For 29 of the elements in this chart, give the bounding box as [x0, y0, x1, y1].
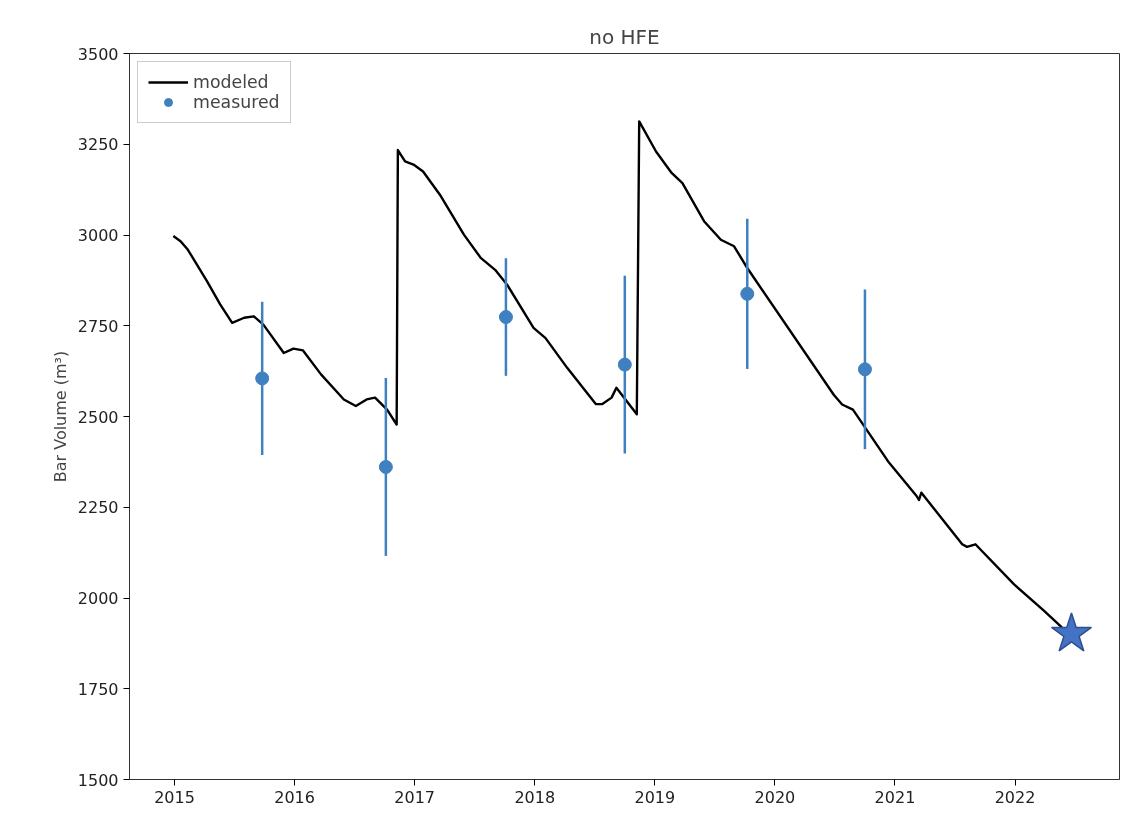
- line-series: [172, 120, 1064, 629]
- point: [740, 286, 755, 301]
- y-tick-label: 3250: [77, 135, 119, 155]
- y-axis-title: Bar Volume (m³): [50, 350, 70, 483]
- point: [857, 362, 872, 377]
- x-tick-label: 2015: [154, 787, 195, 807]
- point: [378, 459, 393, 474]
- y-tick-label: 2250: [77, 498, 119, 518]
- point: [617, 357, 632, 372]
- x-tick-label: 2016: [274, 787, 315, 807]
- x-tick-label: 2017: [394, 787, 436, 807]
- point: [1050, 612, 1093, 652]
- y-tick-label: 2500: [77, 407, 119, 427]
- y-tick-label: 2750: [77, 316, 119, 336]
- point: [255, 371, 270, 386]
- x-tick-label: 2019: [634, 787, 676, 807]
- y-tick-label: 3500: [77, 44, 119, 64]
- legend-label: modeled: [193, 72, 269, 92]
- x-tick-label: 2020: [754, 787, 796, 807]
- point: [498, 310, 513, 325]
- x-tick-label: 2022: [994, 787, 1036, 807]
- y-tick-label: 2000: [77, 589, 119, 608]
- chart-title: no HFE: [589, 24, 660, 49]
- x-tick-label: 2018: [514, 787, 556, 807]
- y-tick-label: 1750: [77, 679, 119, 699]
- legend-label: measured: [193, 92, 280, 112]
- x-tick-label: 2021: [874, 787, 916, 807]
- y-tick-label: 1500: [77, 770, 119, 790]
- y-tick-label: 3000: [77, 226, 119, 245]
